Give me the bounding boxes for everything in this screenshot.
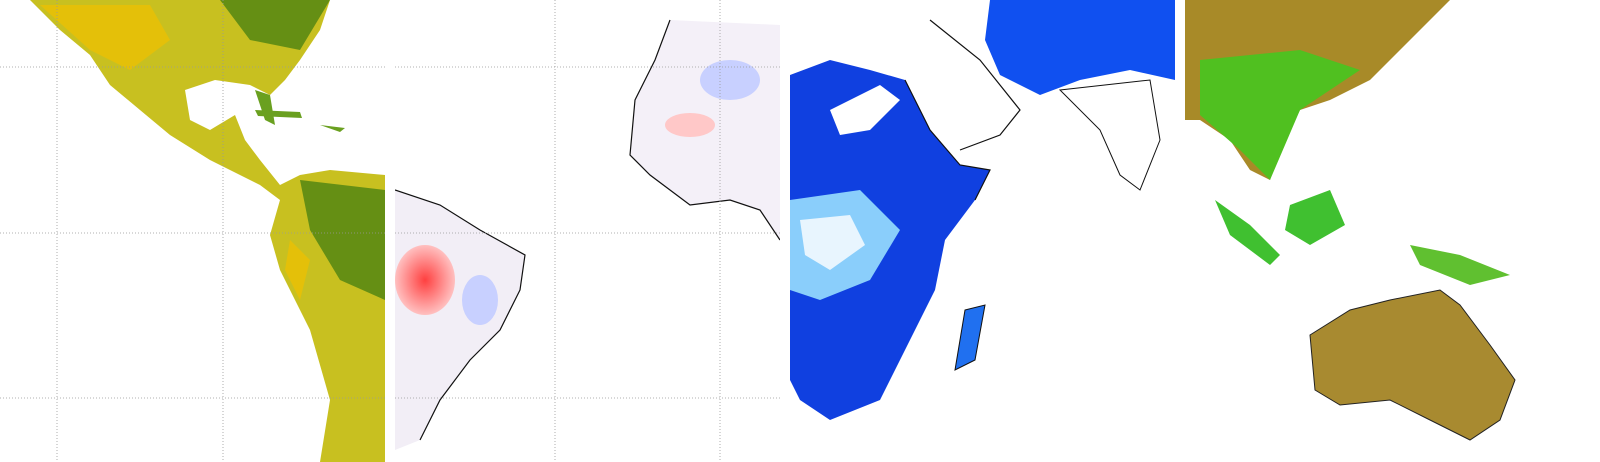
new-guinea [1410,245,1510,285]
australia [1309,289,1516,441]
madagascar [954,304,986,371]
graticule [0,0,385,462]
forest [220,0,385,300]
red-anomaly [665,113,715,137]
florida [255,90,275,125]
africa-panel [790,0,1175,420]
blue-anomaly-sa [462,275,498,325]
americas-panel [0,0,385,462]
blue-anomaly [700,60,760,100]
oceania-panel [1185,0,1516,441]
coastline [904,19,1021,201]
asia-top [985,0,1175,95]
coastline [395,19,780,441]
sumatra [1215,200,1280,265]
green-area [1200,50,1360,180]
india [1058,79,1161,191]
sahel-white [800,215,865,270]
sahara-white [830,85,900,135]
graticule [395,0,780,462]
borneo [1285,190,1345,245]
caribbean [255,110,345,132]
amazon-red [395,245,455,315]
anomaly-panel [395,0,780,462]
